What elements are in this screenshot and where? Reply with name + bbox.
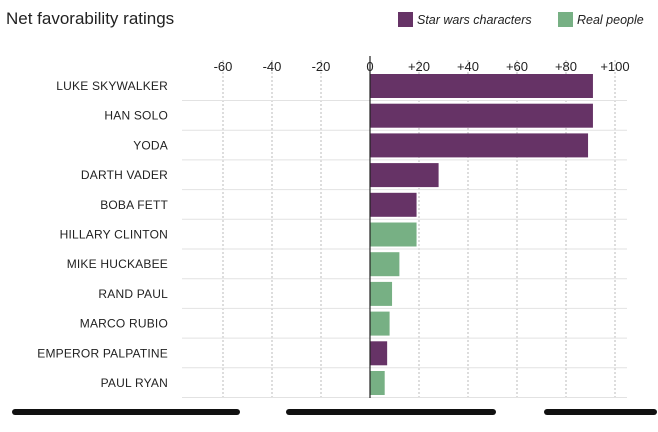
bar xyxy=(370,163,439,188)
legend-label-star-wars: Star wars characters xyxy=(417,13,532,27)
x-tick-label: +80 xyxy=(555,59,577,74)
bar xyxy=(370,133,589,158)
bar xyxy=(370,222,417,247)
x-tick-label: +20 xyxy=(408,59,430,74)
bar xyxy=(370,371,385,395)
bar xyxy=(370,341,388,366)
x-tick-label: +40 xyxy=(457,59,479,74)
bar xyxy=(370,103,593,128)
bar xyxy=(370,252,400,277)
x-tick-label: +60 xyxy=(506,59,528,74)
category-label: PAUL RYAN xyxy=(101,376,168,390)
category-label: MIKE HUCKABEE xyxy=(67,257,168,271)
legend-swatch-star-wars xyxy=(398,12,413,27)
bars xyxy=(370,74,593,395)
bar xyxy=(370,311,390,336)
category-label: DARTH VADER xyxy=(81,168,168,182)
x-tick-label: -20 xyxy=(312,59,331,74)
category-label: HILLARY CLINTON xyxy=(60,228,168,242)
chart-title: Net favorability ratings xyxy=(6,9,174,28)
category-label: HAN SOLO xyxy=(104,109,168,123)
category-label: YODA xyxy=(133,138,168,152)
category-label: LUKE SKYWALKER xyxy=(56,79,168,93)
x-tick-label: -40 xyxy=(263,59,282,74)
legend-label-real-people: Real people xyxy=(577,13,644,27)
category-label: RAND PAUL xyxy=(98,287,168,301)
category-rows: LUKE SKYWALKER HAN SOLO YODA DARTH VADER BOB… xyxy=(37,79,627,398)
x-axis-ticks: -60-40-200+20+40+60+80+100 xyxy=(214,59,630,74)
bar xyxy=(370,281,393,306)
category-label: EMPEROR PALPATINE xyxy=(37,346,168,360)
bar xyxy=(370,192,417,217)
x-tick-label: -60 xyxy=(214,59,233,74)
bar xyxy=(370,74,593,98)
legend-swatch-real-people xyxy=(558,12,573,27)
category-label: BOBA FETT xyxy=(100,198,168,212)
category-label: MARCO RUBIO xyxy=(80,317,168,331)
x-tick-label: +100 xyxy=(600,59,629,74)
